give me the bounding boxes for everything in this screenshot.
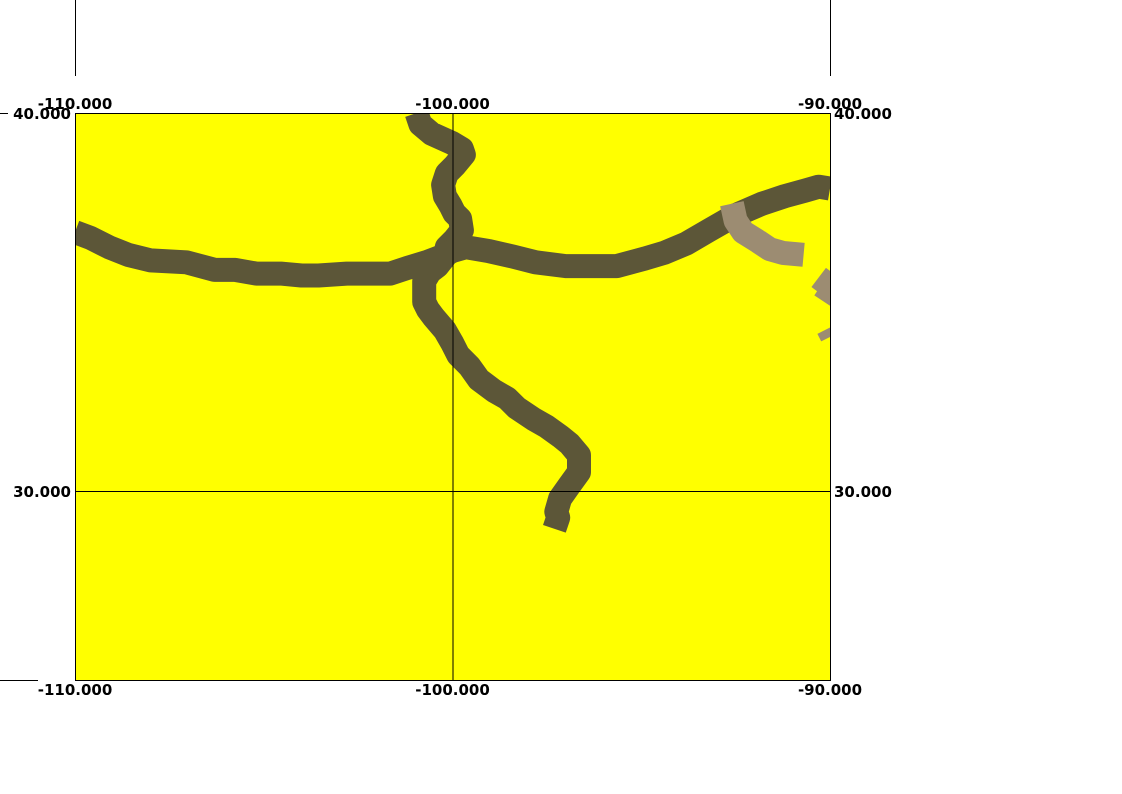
north-south-route [405,113,591,533]
latitude-label-right: 30.000 [834,483,892,501]
map-gridlines [75,113,830,680]
longitude-label-bottom: -90.000 [798,681,862,699]
longitude-label-top: -90.000 [798,95,862,113]
longitude-label-top: -110.000 [38,95,113,113]
latitude-label-left: 40.000 [13,105,71,123]
longitude-label-bottom: -100.000 [415,681,490,699]
latitude-label-left: 30.000 [13,483,71,501]
secondary-route-east-2 [811,267,830,309]
secondary-route-east [720,201,805,267]
secondary-route-east-3 [817,327,830,342]
map-features [75,113,830,533]
latitude-label-right: 40.000 [834,105,892,123]
axis-labels: -110.000 -110.000 -100.000 -100.000 -90.000 -… [13,95,892,699]
map-frame [75,113,831,681]
longitude-label-top: -100.000 [415,95,490,113]
east-west-route [75,174,830,288]
longitude-label-bottom: -110.000 [38,681,113,699]
